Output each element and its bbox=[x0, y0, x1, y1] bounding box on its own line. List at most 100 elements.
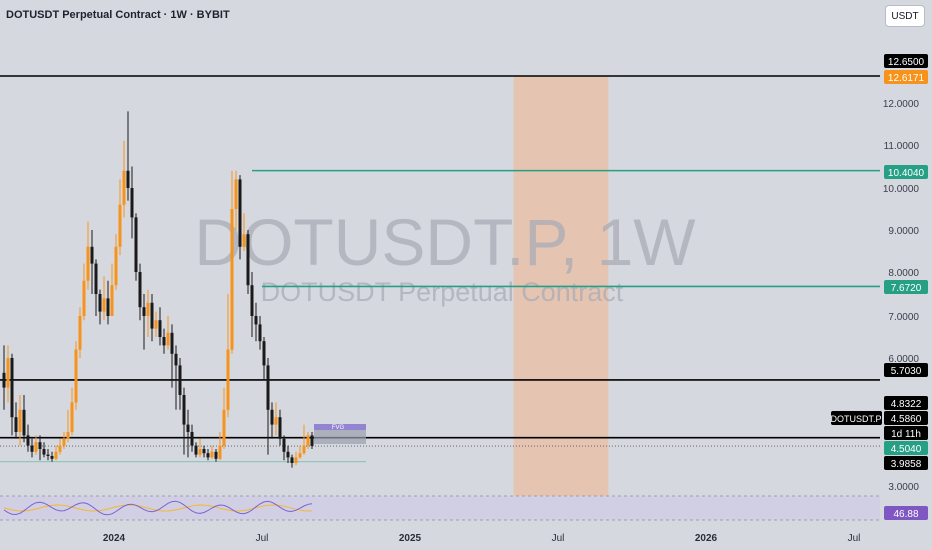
price-label-bg bbox=[884, 280, 928, 294]
candle-body bbox=[122, 170, 126, 205]
fvg-label: FVG bbox=[332, 425, 345, 431]
candle-body bbox=[18, 409, 22, 432]
price-label-bg bbox=[884, 363, 928, 377]
candle-body bbox=[6, 358, 10, 388]
candle-body bbox=[298, 453, 302, 458]
candle-body bbox=[2, 372, 6, 388]
candle-body bbox=[142, 307, 146, 316]
currency-button[interactable]: USDT bbox=[885, 5, 925, 27]
candle-body bbox=[126, 170, 130, 188]
candle-body bbox=[54, 451, 58, 459]
candle-body bbox=[130, 188, 134, 218]
price-label: 5.7030 bbox=[891, 366, 922, 377]
fvg-top-band bbox=[314, 424, 366, 430]
candle-body bbox=[14, 417, 18, 432]
candle-body bbox=[310, 435, 314, 446]
candle-body bbox=[174, 353, 178, 366]
candle-body bbox=[26, 435, 30, 446]
candle-body bbox=[214, 451, 218, 459]
candle-body bbox=[262, 341, 266, 366]
candle-body bbox=[70, 402, 74, 432]
rsi-value-bg bbox=[884, 506, 928, 520]
candle-body bbox=[74, 349, 78, 403]
candle-body bbox=[294, 457, 298, 463]
candle-body bbox=[218, 445, 222, 459]
countdown-bg bbox=[884, 426, 928, 440]
y-tick-label: 7.0000 bbox=[888, 312, 919, 323]
countdown-label: 1d 11h bbox=[891, 429, 921, 440]
watermark-symbol: DOTUSDT.P, 1W bbox=[194, 205, 696, 279]
candle-body bbox=[286, 451, 290, 458]
price-label: 4.5040 bbox=[891, 444, 922, 455]
x-tick-label: 2026 bbox=[695, 533, 718, 544]
candle-body bbox=[198, 449, 202, 455]
candle-body bbox=[206, 453, 210, 458]
candle-body bbox=[10, 358, 14, 418]
candle-body bbox=[50, 456, 54, 459]
candle-body bbox=[162, 337, 166, 346]
candle-body bbox=[234, 179, 238, 209]
candle-body bbox=[290, 457, 294, 463]
candle-body bbox=[110, 285, 114, 316]
candle-body bbox=[98, 294, 102, 312]
candle-body bbox=[202, 449, 206, 454]
price-label-bg bbox=[884, 441, 928, 455]
candle-body bbox=[302, 445, 306, 454]
candle-body bbox=[82, 280, 86, 316]
candle-body bbox=[66, 432, 70, 439]
y-tick-label: 3.0000 bbox=[888, 482, 919, 493]
symbol-tag-bg bbox=[831, 411, 882, 425]
rsi-band bbox=[0, 496, 880, 520]
candle-body bbox=[182, 395, 186, 425]
candle-body bbox=[78, 316, 82, 350]
candle-body bbox=[258, 324, 262, 342]
candle-body bbox=[22, 409, 26, 436]
candle-body bbox=[246, 234, 250, 286]
candle-body bbox=[46, 454, 50, 456]
candle-body bbox=[166, 332, 170, 346]
candle-body bbox=[278, 417, 282, 439]
rsi-line bbox=[3, 500, 313, 516]
candle-body bbox=[114, 246, 118, 286]
candle-body bbox=[34, 442, 38, 452]
y-tick-label: 10.0000 bbox=[883, 184, 920, 195]
candle-body bbox=[150, 302, 154, 329]
candle-body bbox=[270, 409, 274, 425]
price-label: 4.5860 bbox=[891, 414, 922, 425]
candle-body bbox=[158, 320, 162, 337]
watermark-description: DOTUSDT Perpetual Contract bbox=[261, 277, 624, 307]
candle-body bbox=[134, 217, 138, 272]
candle-body bbox=[94, 263, 98, 294]
candle-body bbox=[242, 234, 246, 247]
candle-body bbox=[306, 435, 310, 446]
candle-body bbox=[62, 438, 66, 446]
candle-body bbox=[42, 449, 46, 455]
candle-body bbox=[38, 442, 42, 449]
price-label-bg bbox=[884, 396, 928, 410]
candle-body bbox=[250, 285, 254, 316]
candle-body bbox=[230, 209, 234, 350]
price-label-bg bbox=[884, 165, 928, 179]
y-tick-label: 12.0000 bbox=[883, 99, 920, 110]
candle-body bbox=[138, 272, 142, 308]
candle-body bbox=[222, 409, 226, 446]
candle-body bbox=[238, 179, 242, 247]
y-tick-label: 6.0000 bbox=[888, 354, 919, 365]
price-label: 4.8322 bbox=[891, 399, 922, 410]
candle-body bbox=[90, 246, 94, 264]
candle-body bbox=[154, 320, 158, 329]
candle-body bbox=[266, 365, 270, 410]
candle-body bbox=[146, 302, 150, 316]
x-tick-label: 2024 bbox=[103, 533, 126, 544]
price-label: 12.6171 bbox=[888, 73, 925, 84]
price-label: 12.6500 bbox=[888, 57, 925, 68]
candle-body bbox=[102, 298, 106, 312]
candle-body bbox=[30, 445, 34, 452]
y-tick-label: 11.0000 bbox=[884, 141, 920, 152]
x-tick-label: 2025 bbox=[399, 533, 422, 544]
candle-body bbox=[186, 424, 190, 432]
price-label-bg bbox=[884, 54, 928, 68]
candle-body bbox=[170, 332, 174, 354]
candle-body bbox=[58, 445, 62, 452]
